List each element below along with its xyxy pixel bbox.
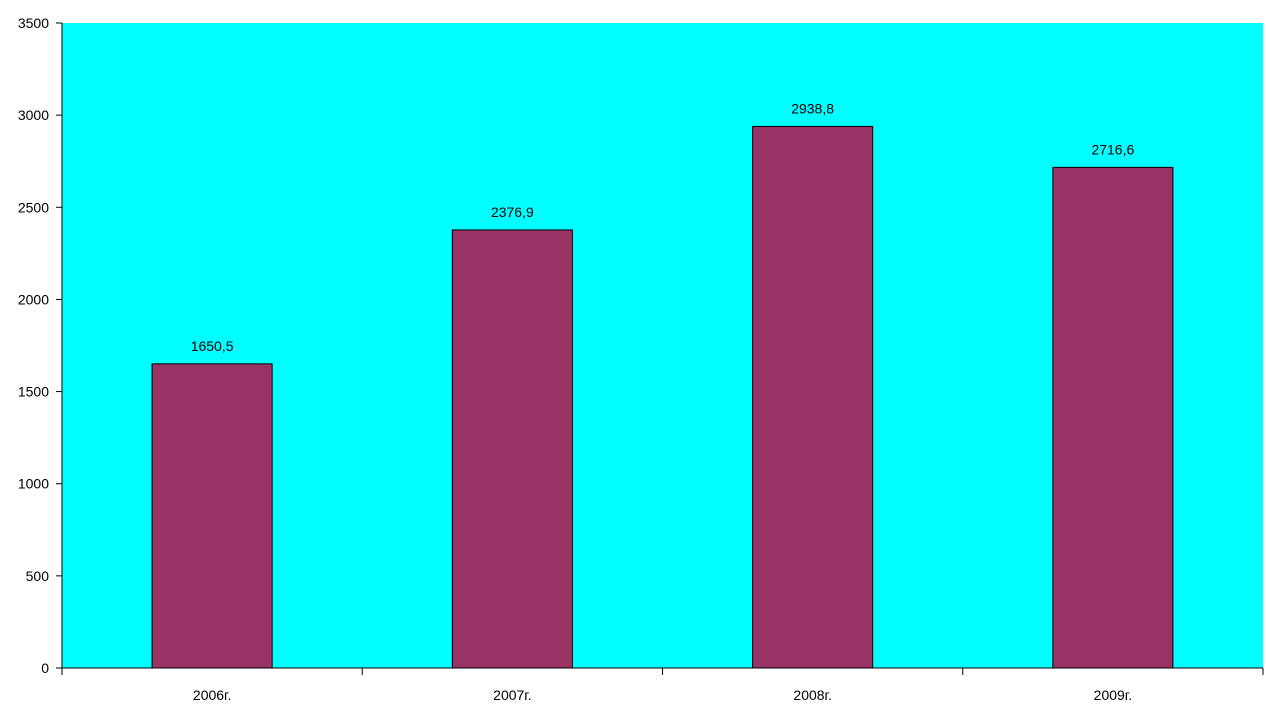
y-tick-label: 1500 — [18, 384, 49, 400]
y-tick-label: 500 — [26, 568, 50, 584]
bar-1 — [151, 363, 273, 669]
bar-3 — [752, 125, 874, 669]
bar-2 — [451, 229, 573, 669]
bar-4 — [1052, 166, 1174, 669]
data-label: 2938,8 — [791, 100, 834, 116]
x-tick-label: 2008г. — [793, 687, 831, 702]
y-tick-label: 0 — [41, 660, 49, 676]
y-tick-label: 3000 — [18, 107, 49, 123]
y-tick-label: 2000 — [18, 291, 49, 307]
x-tick-label: 2009г. — [1094, 687, 1132, 702]
y-tick-label: 3500 — [18, 15, 49, 31]
x-tick-label: 2007г. — [493, 687, 531, 702]
data-label: 1650,5 — [191, 338, 234, 354]
y-tick-label: 2500 — [18, 199, 49, 215]
data-label: 2716,6 — [1091, 141, 1134, 157]
y-tick-label: 1000 — [18, 476, 49, 492]
data-label: 2376,9 — [491, 204, 534, 220]
x-tick-label: 2006г. — [193, 687, 231, 702]
